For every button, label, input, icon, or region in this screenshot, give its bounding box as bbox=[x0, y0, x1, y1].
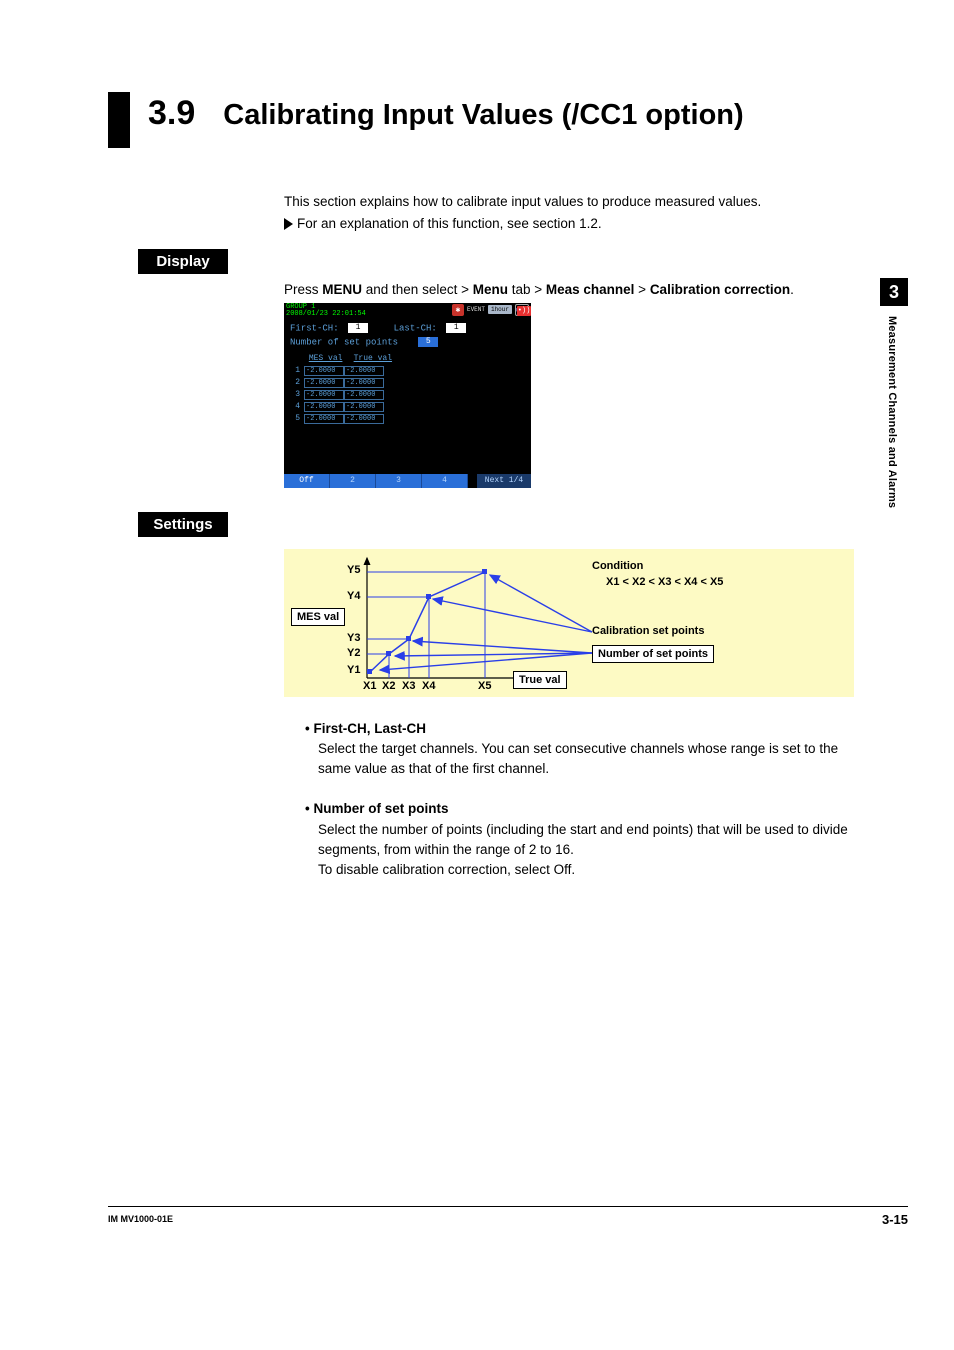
nsp-p1: Select the number of points (including t… bbox=[318, 820, 868, 861]
x-label: X4 bbox=[422, 680, 435, 692]
csp-label: Calibration set points bbox=[592, 625, 704, 637]
first-ch-label: First-CH: bbox=[290, 323, 339, 333]
section-heading: 3.9 Calibrating Input Values (/CC1 optio… bbox=[108, 88, 868, 148]
calibration-diagram: Y5 Y4 Y3 Y2 Y1 X1 X2 X3 X4 X5 MES val Tr… bbox=[284, 549, 854, 697]
intro-line2: For an explanation of this function, see… bbox=[297, 214, 602, 234]
firstlast-body: Select the target channels. You can set … bbox=[318, 739, 868, 780]
y-label: Y2 bbox=[347, 647, 360, 659]
true-val-box: True val bbox=[513, 671, 567, 689]
alarm-icon: •)) bbox=[515, 303, 533, 319]
fan-icon: ✱ bbox=[452, 304, 464, 316]
nsp-head: Number of set points bbox=[318, 799, 868, 819]
heading-number: 3.9 bbox=[148, 94, 195, 133]
condition-title: Condition bbox=[592, 560, 643, 572]
y-label: Y4 bbox=[347, 590, 360, 602]
diagram-svg bbox=[285, 550, 855, 698]
x-label: X5 bbox=[478, 680, 491, 692]
table-row: 2-2.0000-2.0000 bbox=[290, 377, 525, 389]
footer-rule bbox=[108, 1206, 908, 1207]
mes-val-box: MES val bbox=[291, 608, 345, 626]
firstlast-head: First-CH, Last-CH bbox=[318, 719, 868, 739]
x-label: X2 bbox=[382, 680, 395, 692]
menu-path: Press MENU and then select > Menu tab > … bbox=[284, 282, 868, 297]
ss-timestamp: 2008/01/23 22:01:54 bbox=[286, 311, 366, 318]
nsp-box: Number of set points bbox=[592, 645, 714, 663]
y-label: Y3 bbox=[347, 632, 360, 644]
th-mes: MES val bbox=[309, 353, 349, 365]
nsp-label: Number of set points bbox=[290, 337, 398, 347]
footer-btn: 2 bbox=[330, 474, 376, 488]
last-ch-value: 1 bbox=[446, 323, 466, 333]
x-label: X1 bbox=[363, 680, 376, 692]
table-row: 3-2.0000-2.0000 bbox=[290, 389, 525, 401]
intro-block: This section explains how to calibrate i… bbox=[284, 192, 868, 235]
firstlast-section: First-CH, Last-CH Select the target chan… bbox=[305, 719, 868, 780]
footer-btn: Next 1/4 bbox=[477, 474, 531, 488]
side-tab: 3 Measurement Channels and Alarms bbox=[880, 278, 908, 508]
table-row: 4-2.0000-2.0000 bbox=[290, 401, 525, 413]
heading-rule bbox=[108, 92, 130, 148]
footer-btn: Off bbox=[284, 474, 330, 488]
last-ch-label: Last-CH: bbox=[394, 323, 437, 333]
first-ch-value: 1 bbox=[348, 323, 368, 333]
footer-doc-id: IM MV1000-01E bbox=[108, 1214, 173, 1224]
nsp-value: 5 bbox=[418, 337, 438, 347]
intro-line1: This section explains how to calibrate i… bbox=[284, 192, 868, 212]
hour-label: 1hour bbox=[488, 305, 512, 314]
footer-btn: 3 bbox=[376, 474, 422, 488]
th-true: True val bbox=[354, 353, 394, 365]
x-label: X3 bbox=[402, 680, 415, 692]
y-label: Y5 bbox=[347, 564, 360, 576]
condition-body: X1 < X2 < X3 < X4 < X5 bbox=[606, 576, 723, 588]
triangle-icon bbox=[284, 218, 293, 230]
device-screenshot: GROUP 1 2008/01/23 22:01:54 ✱ EVENT 1hou… bbox=[284, 303, 531, 488]
nsp-p2: To disable calibration correction, selec… bbox=[318, 860, 868, 880]
display-label: Display bbox=[138, 249, 228, 274]
heading-title: Calibrating Input Values (/CC1 option) bbox=[223, 99, 743, 132]
table-row: 5-2.0000-2.0000 bbox=[290, 413, 525, 425]
footer-page: 3-15 bbox=[882, 1212, 908, 1227]
event-label: EVENT bbox=[467, 306, 485, 313]
table-row: 1-2.0000-2.0000 bbox=[290, 365, 525, 377]
y-label: Y1 bbox=[347, 664, 360, 676]
nsp-section: Number of set points Select the number o… bbox=[305, 799, 868, 880]
settings-label: Settings bbox=[138, 512, 228, 537]
footer-btn: 4 bbox=[422, 474, 468, 488]
chapter-title: Measurement Channels and Alarms bbox=[886, 316, 898, 508]
chapter-number: 3 bbox=[880, 278, 908, 306]
